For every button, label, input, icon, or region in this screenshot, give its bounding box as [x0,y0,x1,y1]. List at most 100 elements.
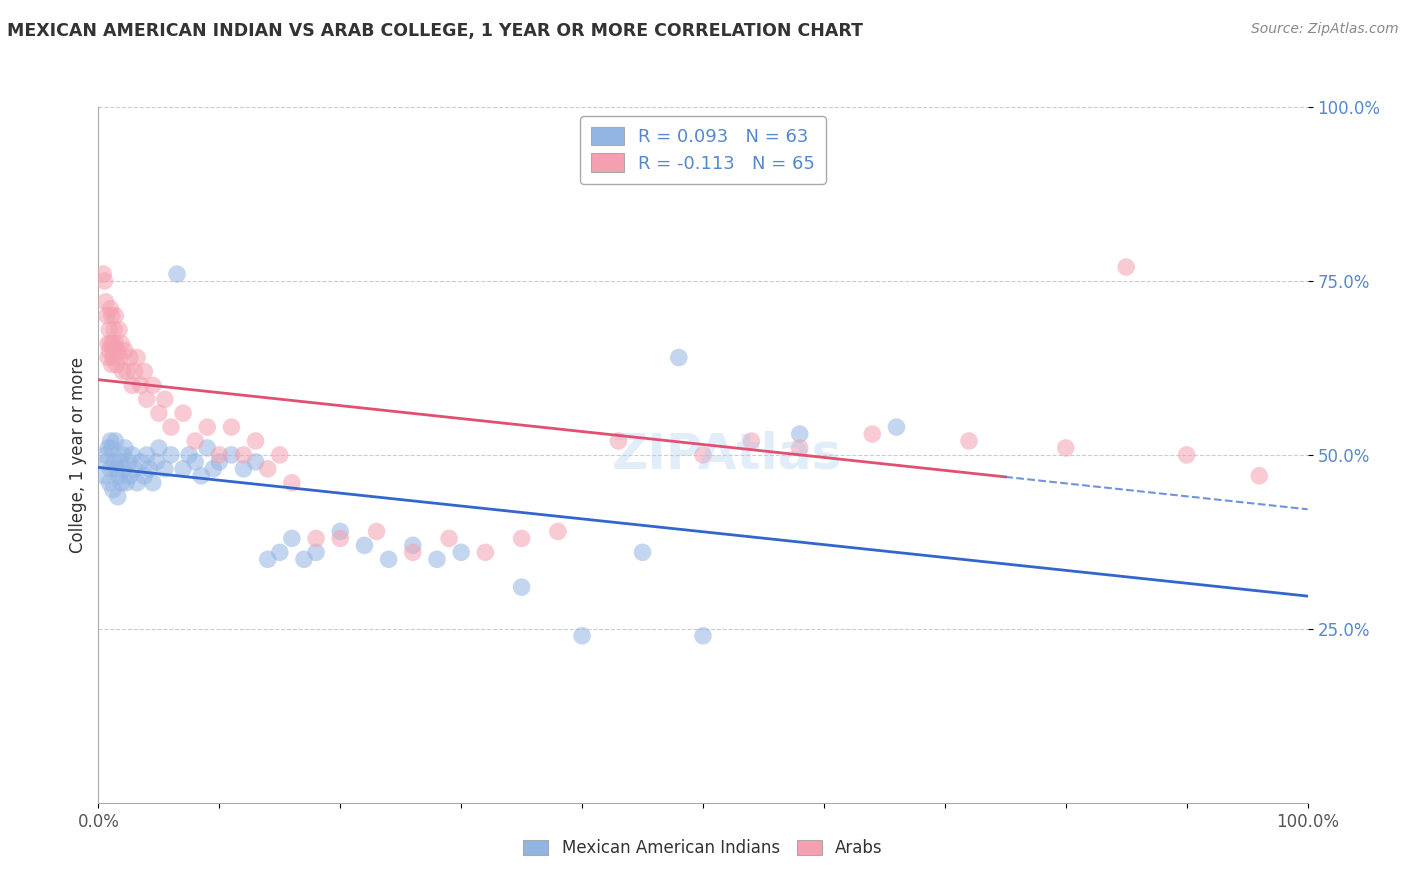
Point [245,455,267,469]
Point [789,441,811,455]
Point [103,455,125,469]
Point [97,441,120,455]
Point [142,378,165,392]
Point [789,427,811,442]
Point [208,455,231,469]
Point [107,343,129,358]
Point [184,455,207,469]
Point [292,552,315,566]
Text: Source: ZipAtlas.com: Source: ZipAtlas.com [1251,22,1399,37]
Point [103,343,125,358]
Point [127,351,149,365]
Point [93,468,115,483]
Point [692,629,714,643]
Point [232,448,254,462]
Point [118,468,141,483]
Point [329,532,352,546]
Point [886,420,908,434]
Point [101,483,124,497]
Point [103,323,125,337]
Point [190,468,212,483]
Point [281,532,304,546]
Point [105,462,128,476]
Point [607,434,630,448]
Point [121,378,143,392]
Point [110,475,132,490]
Point [98,343,121,358]
Point [195,420,218,434]
Point [510,532,533,546]
Point [860,427,883,442]
Point [1249,468,1271,483]
Point [195,441,218,455]
Point [353,538,375,552]
Point [474,545,496,559]
Point [631,545,654,559]
Point [98,475,121,490]
Point [100,358,122,372]
Point [1115,260,1137,274]
Point [114,441,136,455]
Point [402,545,425,559]
Point [166,267,188,281]
Point [111,364,134,378]
Point [153,462,176,476]
Point [134,364,156,378]
Point [148,441,170,455]
Point [510,580,533,594]
Point [138,462,160,476]
Point [221,420,243,434]
Point [96,309,118,323]
Point [426,552,449,566]
Point [101,336,124,351]
Point [97,351,120,365]
Point [160,448,183,462]
Point [1175,448,1198,462]
Point [101,351,124,365]
Point [93,274,115,288]
Point [245,434,267,448]
Point [110,336,132,351]
Point [94,448,117,462]
Point [118,351,141,365]
Point [94,294,117,309]
Point [148,406,170,420]
Point [184,434,207,448]
Point [135,392,157,407]
Point [1054,441,1077,455]
Point [111,448,134,462]
Point [104,434,127,448]
Point [377,552,399,566]
Point [107,490,129,504]
Point [256,462,278,476]
Point [96,455,118,469]
Point [100,434,122,448]
Point [329,524,352,539]
Point [129,455,152,469]
Point [135,448,157,462]
Point [172,462,194,476]
Point [402,538,425,552]
Point [957,434,980,448]
Point [100,336,122,351]
Point [437,532,460,546]
Point [100,301,122,316]
Point [172,406,194,420]
Point [692,448,714,462]
Point [305,545,328,559]
Point [232,462,254,476]
Point [98,323,121,337]
Point [115,475,138,490]
Point [269,545,291,559]
Point [547,524,569,539]
Point [177,448,201,462]
Point [450,545,472,559]
Y-axis label: College, 1 year or more: College, 1 year or more [69,357,87,553]
Point [108,468,131,483]
Point [571,629,593,643]
Point [124,364,146,378]
Point [160,420,183,434]
Text: MEXICAN AMERICAN INDIAN VS ARAB COLLEGE, 1 YEAR OR MORE CORRELATION CHART: MEXICAN AMERICAN INDIAN VS ARAB COLLEGE,… [7,22,863,40]
Point [121,448,143,462]
Point [114,343,136,358]
